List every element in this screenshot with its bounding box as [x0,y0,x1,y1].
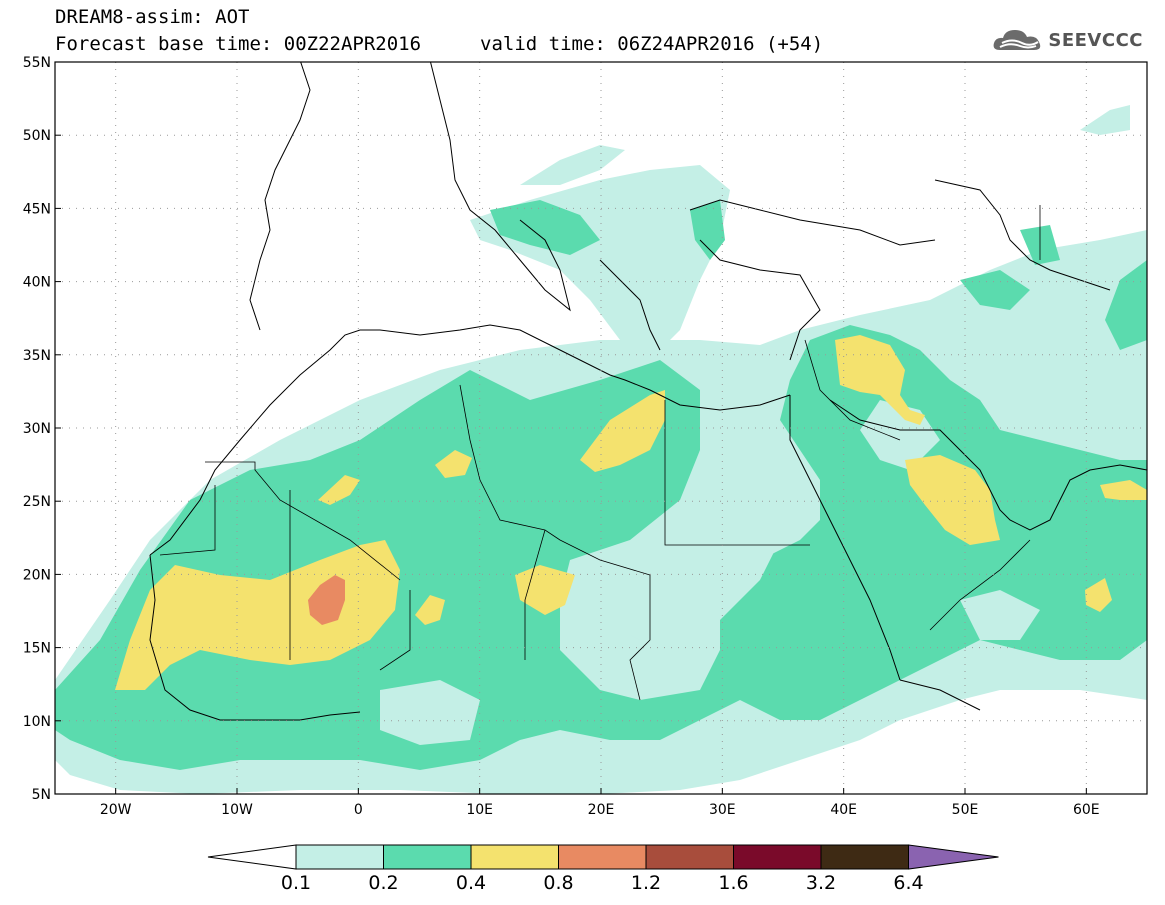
logo-text: SEEVCCC [1048,29,1143,51]
legend-level-label: 1.6 [718,872,748,894]
legend-swatch [383,844,472,870]
aot-band-0.4 [115,335,1147,690]
country-borders [159,205,1041,701]
legend-swatch [733,844,822,870]
lat-tick-label: 45N [23,201,51,217]
lon-tick-label: 10W [221,802,253,818]
lat-tick-label: 20N [23,567,51,583]
lat-tick-labels: 55N 50N 45N 40N 35N 30N 25N 20N 15N 10N 5N [23,55,61,803]
legend-level-label: 1.2 [631,872,661,894]
legend-level-label: 0.1 [281,872,311,894]
legend-swatch [558,844,647,870]
lon-tick-labels: 20W 10W 0 10E 20E 30E 40E 50E 60E [100,788,1100,818]
aot-shading [55,105,1147,794]
base-time: Forecast base time: 00Z22APR2016 [55,33,422,55]
legend-level-label: 0.4 [456,872,486,894]
lon-tick-label: 30E [709,802,736,818]
coastlines [149,62,1147,721]
valid-time: valid time: 06Z24APR2016 (+54) [480,33,824,55]
lat-tick-label: 25N [23,494,51,510]
lon-tick-label: 60E [1073,802,1100,818]
lon-tick-label: 0 [354,802,363,818]
legend-below-arrow [207,844,297,870]
lat-tick-label: 35N [23,348,51,364]
lat-tick-label: 50N [23,128,51,144]
legend-swatch [645,844,734,870]
lat-tick-label: 40N [23,275,51,291]
seevccc-logo: SEEVCCC [992,26,1143,54]
map-title: DREAM8-assim: AOT [55,6,250,28]
lat-tick-label: 5N [32,787,51,803]
lat-tick-label: 30N [23,421,51,437]
legend-level-label: 0.8 [543,872,573,894]
forecast-times: Forecast base time: 00Z22APR2016 valid ti… [55,33,823,55]
legend-above-arrow [908,844,999,870]
lat-tick-label: 15N [23,641,51,657]
legend-level-label: 0.2 [368,872,398,894]
aot-band-0.8 [308,575,345,625]
legend-level-label: 6.4 [893,872,923,894]
legend-level-label: 3.2 [806,872,836,894]
lon-tick-label: 20W [100,802,132,818]
lon-tick-label: 10E [466,802,493,818]
legend-swatch [295,844,384,870]
graticule [55,61,1147,795]
lon-tick-label: 50E [952,802,979,818]
legend-swatch [820,844,909,870]
lon-tick-label: 40E [830,802,857,818]
legend-swatch [470,844,559,870]
lat-tick-label: 10N [23,714,51,730]
lat-tick-label: 55N [23,55,51,71]
cloud-icon [993,30,1041,50]
lon-tick-label: 20E [588,802,615,818]
